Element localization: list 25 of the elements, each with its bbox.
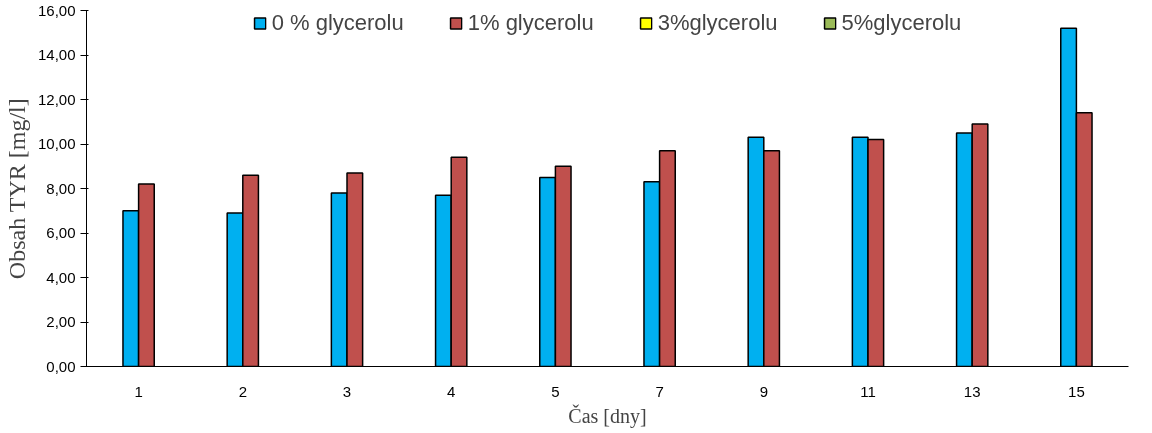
x-tick-label: 7 <box>655 382 664 400</box>
y-tick-label: 12,00 <box>37 90 76 108</box>
x-tick-label: 2 <box>238 382 247 400</box>
x-tick-label: 1 <box>134 382 143 400</box>
y-tick-label: 10,00 <box>37 135 76 152</box>
y-tick-label: 2,00 <box>46 313 76 330</box>
legend-label: 1% glycerolu <box>467 10 594 36</box>
legend-label: 3%glycerolu <box>657 10 778 36</box>
y-tick-label: 14,00 <box>37 46 76 63</box>
y-tick-label: 16,00 <box>37 1 76 19</box>
x-tick-label: 15 <box>1068 382 1085 400</box>
x-tick-label: 5 <box>551 382 560 400</box>
x-tick-label: 11 <box>860 382 876 400</box>
x-tick-label: 4 <box>447 382 456 400</box>
x-tick-label: 13 <box>963 382 981 400</box>
x-tick-label: 9 <box>759 382 768 400</box>
y-tick-label: 8,00 <box>46 179 76 197</box>
y-tick-label: 6,00 <box>46 224 76 241</box>
y-axis-title: Obsah TYR [mg/l] <box>3 98 30 280</box>
legend-label: 0 % glycerolu <box>271 10 404 36</box>
y-tick-label: 0,00 <box>46 357 76 375</box>
legend-label: 5%glycerolu <box>841 10 962 36</box>
y-tick-label: 4,00 <box>46 268 76 286</box>
x-axis-title: Čas [dny] <box>568 403 647 428</box>
x-tick-label: 3 <box>342 382 352 400</box>
